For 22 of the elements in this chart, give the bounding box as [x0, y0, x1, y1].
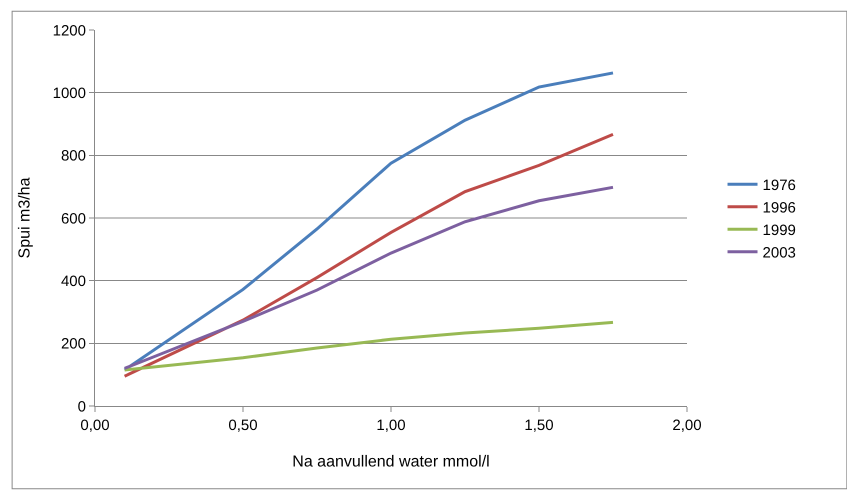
x-axis-title: Na aanvullend water mmol/l [292, 454, 490, 471]
legend-label: 1999 [762, 222, 796, 240]
y-tick-label: 200 [60, 336, 86, 353]
line-series [123, 71, 614, 372]
line-series [123, 320, 614, 372]
legend-label: 2003 [762, 244, 796, 262]
x-tick-label: 0,50 [228, 417, 258, 434]
line-series [123, 186, 614, 370]
x-tick-label: 1,50 [524, 417, 554, 434]
y-tick-label: 600 [60, 210, 86, 228]
y-tick-label: 1000 [52, 84, 86, 102]
y-axis-title: Spui m3/ha [16, 177, 34, 258]
x-tick-label: 1,00 [376, 417, 406, 434]
legend-label: 1996 [762, 200, 796, 217]
y-tick-label: 400 [60, 272, 86, 290]
y-tick-label: 1200 [52, 22, 86, 40]
y-tick-label: 0 [78, 398, 86, 416]
line-series [123, 132, 614, 378]
legend-label: 1976 [762, 177, 796, 194]
y-tick-label: 800 [60, 148, 86, 165]
x-tick-label: 0,00 [80, 417, 110, 434]
x-tick-label: 2,00 [672, 417, 702, 434]
